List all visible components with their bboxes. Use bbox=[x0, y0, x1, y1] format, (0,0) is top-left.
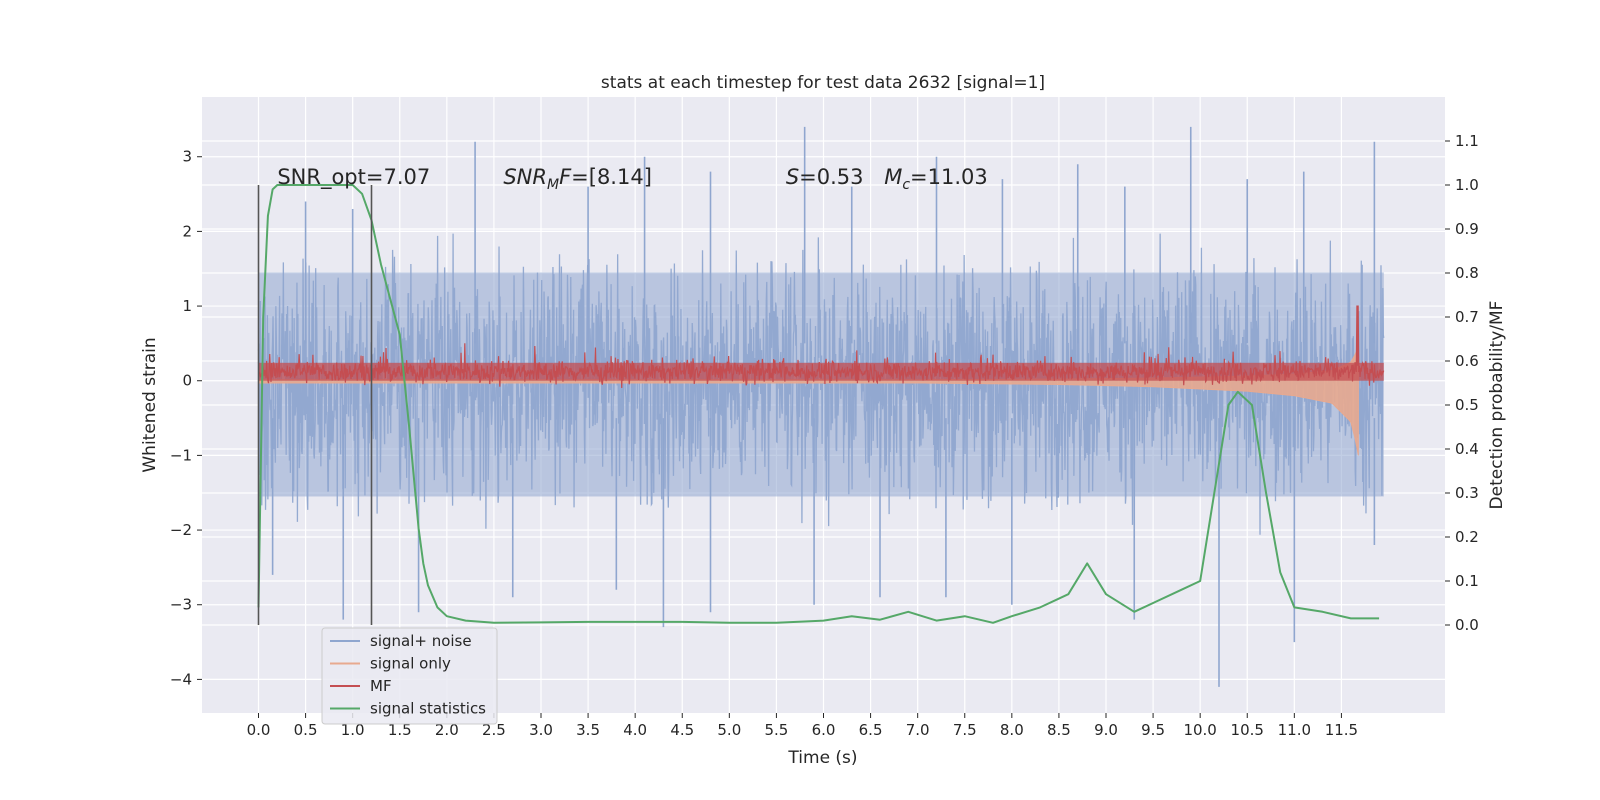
chart-title: stats at each timestep for test data 263… bbox=[601, 73, 1045, 93]
y-tick-label: 3 bbox=[182, 148, 192, 166]
y-tick-label: 0 bbox=[182, 372, 192, 390]
y-right-tick-label: 0.0 bbox=[1455, 616, 1479, 634]
series-signal-statistics bbox=[257, 184, 1380, 624]
legend-label: signal+ noise bbox=[370, 632, 472, 650]
mf-band bbox=[258, 362, 1384, 381]
x-axis-label: Time (s) bbox=[787, 748, 857, 768]
y-tick-label: −3 bbox=[170, 596, 192, 614]
x-tick-label: 7.0 bbox=[906, 721, 930, 739]
x-tick-label: 0.5 bbox=[294, 721, 318, 739]
x-tick-label: 1.0 bbox=[341, 721, 365, 739]
x-tick-label: 10.5 bbox=[1231, 721, 1264, 739]
y-right-tick-label: 0.1 bbox=[1455, 572, 1479, 590]
legend: signal+ noise signal only MF signal statist… bbox=[321, 627, 498, 725]
legend-label: MF bbox=[370, 677, 392, 695]
series-layer bbox=[257, 126, 1385, 687]
x-tick-label: 8.5 bbox=[1047, 721, 1071, 739]
x-tick-label: 3.5 bbox=[576, 721, 600, 739]
y-right-tick-label: 0.8 bbox=[1455, 264, 1479, 282]
y-right-tick-label: 0.9 bbox=[1455, 220, 1479, 238]
x-tick-label: 6.5 bbox=[859, 721, 883, 739]
y-right-tick-label: 0.5 bbox=[1455, 396, 1479, 414]
y-right-tick-label: 0.7 bbox=[1455, 308, 1479, 326]
x-tick-label: 7.5 bbox=[953, 721, 977, 739]
x-tick-label: 4.0 bbox=[623, 721, 647, 739]
x-tick-label: 6.0 bbox=[812, 721, 836, 739]
x-tick-label: 2.5 bbox=[482, 721, 506, 739]
x-tick-label: 9.5 bbox=[1141, 721, 1165, 739]
y-tick-label: −2 bbox=[170, 521, 192, 539]
y-right-tick-label: 1.1 bbox=[1455, 132, 1479, 150]
y-tick-label: −1 bbox=[170, 446, 192, 464]
x-ticks: 0.0 0.5 1.0 1.5 2.0 2.5 3.0 3.5 4.0 4.5 5.0 5.5 6.0 6… bbox=[247, 713, 1358, 739]
vertical-lines bbox=[257, 185, 373, 625]
y-tick-label: 1 bbox=[182, 297, 192, 315]
y-tick-label: −4 bbox=[170, 670, 192, 688]
y-ticks: −4 −3 −2 −1 0 1 2 3 bbox=[170, 148, 202, 688]
annotation-s-mc: S=0.53 Mc=11.03 bbox=[786, 165, 988, 193]
x-tick-label: 11.0 bbox=[1278, 721, 1311, 739]
x-tick-label: 9.0 bbox=[1094, 721, 1118, 739]
y-axis-label: Whitened strain bbox=[140, 337, 160, 472]
x-tick-label: 5.5 bbox=[764, 721, 788, 739]
x-tick-label: 2.0 bbox=[435, 721, 459, 739]
y-ticks-right: 0.0 0.1 0.2 0.3 0.4 0.5 0.6 0.7 0.8 0.9 1.0 1.1 bbox=[1445, 132, 1479, 634]
x-tick-label: 4.5 bbox=[670, 721, 694, 739]
x-tick-label: 3.0 bbox=[529, 721, 553, 739]
legend-box bbox=[321, 627, 498, 725]
y-tick-label: 2 bbox=[182, 222, 192, 240]
y-axis-label-right: Detection probability/MF bbox=[1487, 301, 1507, 510]
x-tick-label: 8.0 bbox=[1000, 721, 1024, 739]
legend-label: signal statistics bbox=[370, 700, 486, 718]
y-right-tick-label: 0.4 bbox=[1455, 440, 1479, 458]
y-right-tick-label: 1.0 bbox=[1455, 176, 1479, 194]
annotation-snr-mf: SNRMF=[8.14] bbox=[503, 165, 652, 193]
annotation-snr-opt: SNR_opt=7.07 bbox=[277, 165, 430, 190]
x-tick-label: 10.0 bbox=[1183, 721, 1216, 739]
y-right-tick-label: 0.3 bbox=[1455, 484, 1479, 502]
x-tick-label: 11.5 bbox=[1325, 721, 1358, 739]
y-right-tick-label: 0.2 bbox=[1455, 528, 1479, 546]
annotations: SNR_opt=7.07 SNRMF=[8.14] S=0.53 Mc=11.03 bbox=[277, 165, 987, 193]
x-tick-label: 5.0 bbox=[717, 721, 741, 739]
x-tick-label: 1.5 bbox=[388, 721, 412, 739]
x-tick-label: 0.0 bbox=[247, 721, 271, 739]
y-right-tick-label: 0.6 bbox=[1455, 352, 1479, 370]
legend-label: signal only bbox=[370, 655, 451, 673]
